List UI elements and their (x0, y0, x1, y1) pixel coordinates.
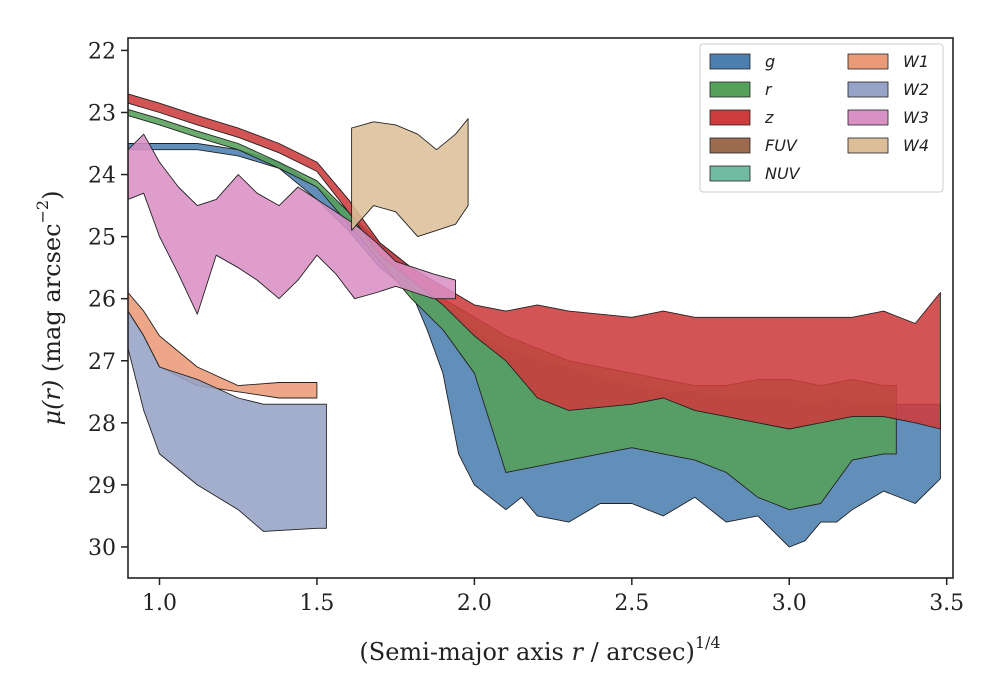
y-tick-label: 22 (88, 39, 116, 64)
x-tick-label: 2.0 (457, 591, 492, 616)
y-tick-label: 24 (88, 164, 116, 189)
legend-swatch-z (709, 109, 751, 126)
legend-label-nuv: NUV (765, 164, 801, 183)
legend-label-w1: W1 (903, 52, 929, 71)
legend-swatch-w3 (847, 109, 889, 126)
band-w2 (127, 310, 327, 532)
x-axis: 1.0 1.5 2.0 2.5 3.0 3.5 (142, 578, 964, 616)
legend-swatch-r (709, 81, 751, 98)
y-tick-label: 27 (88, 350, 116, 375)
legend-label-w4: W4 (903, 136, 929, 155)
y-tick-label: 26 (88, 288, 116, 313)
y-tick-label: 23 (88, 101, 116, 126)
y-tick-label: 25 (88, 226, 116, 251)
legend-label-w2: W2 (903, 80, 929, 99)
legend-swatch-w1 (847, 53, 889, 70)
x-tick-label: 1.0 (142, 591, 177, 616)
legend-frame (699, 43, 944, 193)
x-tick-label: 3.5 (929, 591, 964, 616)
y-tick-label: 29 (88, 474, 116, 499)
band-w3 (127, 133, 456, 315)
legend-swatch-fuv (709, 137, 751, 154)
legend-swatch-w4 (847, 137, 889, 154)
legend-swatch-w2 (847, 81, 889, 98)
y-axis: 22 23 24 25 26 27 28 29 30 (88, 39, 128, 561)
y-tick-label: 30 (88, 536, 116, 561)
legend-swatch-g (709, 53, 751, 70)
legend-swatch-nuv (709, 165, 751, 182)
legend: grz FUV NUV W1 W2 W3 W4 (699, 43, 944, 193)
x-tick-label: 1.5 (299, 591, 334, 616)
plot-frame (127, 37, 954, 579)
x-tick-label: 2.5 (614, 591, 649, 616)
band-w4 (351, 118, 469, 238)
band-layer (127, 93, 941, 548)
legend-label-fuv: FUV (765, 136, 798, 155)
legend-label-r: r (765, 80, 773, 99)
legend-label-w3: W3 (903, 108, 929, 127)
x-axis-title: (Semi-major axis r / arcsec)1/4 (359, 633, 720, 666)
x-tick-label: 3.0 (772, 591, 807, 616)
legend-label-z: z (764, 108, 774, 127)
y-axis-title: μ(r) (mag arcsec−2) (33, 191, 66, 426)
legend-label-g: g (765, 52, 775, 71)
y-tick-label: 28 (88, 412, 116, 437)
